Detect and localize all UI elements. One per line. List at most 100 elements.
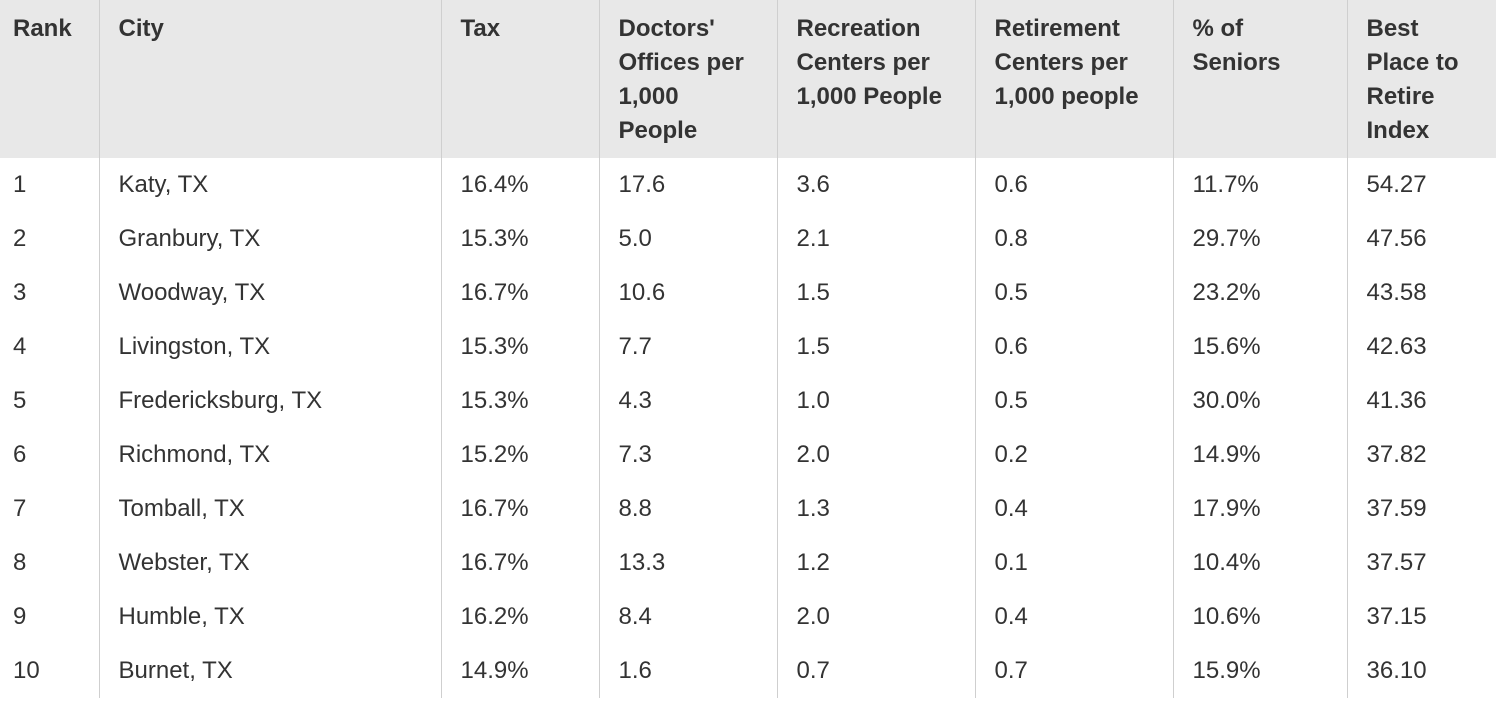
table-row: 6 Richmond, TX 15.2% 7.3 2.0 0.2 14.9% 37.82 [0,428,1496,482]
header-city: City [98,0,441,158]
cell-tax: 16.7% [440,266,599,320]
cell-tax: 15.2% [440,428,599,482]
table-row: 1 Katy, TX 16.4% 17.6 3.6 0.6 11.7% 54.27 [0,158,1496,212]
cell-city: Granbury, TX [98,212,441,266]
table-row: 8 Webster, TX 16.7% 13.3 1.2 0.1 10.4% 37.57 [0,536,1496,590]
cell-rank: 5 [13,387,27,414]
cell-rank: 7 [13,495,27,522]
table-row: 4 Livingston, TX 15.3% 7.7 1.5 0.6 15.6% 42.63 [0,320,1496,374]
cell-retire-index: 41.36 [1346,374,1496,428]
cell-recreation-centers: 0.7 [776,644,975,698]
cell-retire-index: 37.57 [1346,536,1496,590]
cell-city: Fredericksburg, TX [98,374,441,428]
cell-rank: 4 [13,333,27,360]
header-doctors-offices: Doctors' Offices per 1,000 People [598,0,777,158]
cell-city: Katy, TX [98,158,441,212]
cell-tax: 15.3% [440,320,599,374]
cell-retirement-centers: 0.1 [974,536,1173,590]
cell-percent-seniors: 14.9% [1172,428,1347,482]
cell-recreation-centers: 2.0 [776,428,975,482]
cell-city: Livingston, TX [98,320,441,374]
cell-rank: 1 [13,171,27,198]
cell-city: Tomball, TX [98,482,441,536]
cell-retire-index: 54.27 [1346,158,1496,212]
cell-recreation-centers: 2.0 [776,590,975,644]
cell-rank: 3 [13,279,27,306]
cell-percent-seniors: 30.0% [1172,374,1347,428]
table-row: 10 Burnet, TX 14.9% 1.6 0.7 0.7 15.9% 36.10 [0,644,1496,698]
cell-percent-seniors: 17.9% [1172,482,1347,536]
cell-recreation-centers: 1.5 [776,320,975,374]
cell-tax: 16.7% [440,536,599,590]
cell-recreation-centers: 2.1 [776,212,975,266]
cell-retire-index: 42.63 [1346,320,1496,374]
cell-retire-index: 37.59 [1346,482,1496,536]
cell-percent-seniors: 23.2% [1172,266,1347,320]
cell-retirement-centers: 0.6 [974,158,1173,212]
table-row: 9 Humble, TX 16.2% 8.4 2.0 0.4 10.6% 37.15 [0,590,1496,644]
cell-city: Webster, TX [98,536,441,590]
table-row: 3 Woodway, TX 16.7% 10.6 1.5 0.5 23.2% 43.58 [0,266,1496,320]
cell-doctors-offices: 10.6 [598,266,777,320]
cell-retirement-centers: 0.6 [974,320,1173,374]
cell-tax: 16.2% [440,590,599,644]
cell-retire-index: 37.15 [1346,590,1496,644]
cell-retire-index: 47.56 [1346,212,1496,266]
cell-percent-seniors: 15.6% [1172,320,1347,374]
cell-doctors-offices: 7.7 [598,320,777,374]
cell-percent-seniors: 10.6% [1172,590,1347,644]
header-row: Rank City Tax Doctors' Offices per 1,000… [0,0,1496,158]
header-retire-index: Best Place to Retire Index [1346,0,1496,158]
cell-retirement-centers: 0.5 [974,374,1173,428]
cell-retire-index: 36.10 [1346,644,1496,698]
cell-rank: 2 [13,225,27,252]
cell-retirement-centers: 0.5 [974,266,1173,320]
cell-tax: 14.9% [440,644,599,698]
cell-doctors-offices: 4.3 [598,374,777,428]
cell-retire-index: 43.58 [1346,266,1496,320]
cell-retire-index: 37.82 [1346,428,1496,482]
cell-doctors-offices: 1.6 [598,644,777,698]
cell-rank: 10 [13,657,40,684]
header-tax: Tax [440,0,599,158]
cell-retirement-centers: 0.4 [974,590,1173,644]
cell-doctors-offices: 7.3 [598,428,777,482]
cell-city: Burnet, TX [98,644,441,698]
header-percent-seniors: % of Seniors [1172,0,1347,158]
cell-recreation-centers: 3.6 [776,158,975,212]
cell-tax: 15.3% [440,212,599,266]
header-recreation-centers: Recreation Centers per 1,000 People [776,0,975,158]
cell-rank: 8 [13,549,27,576]
cell-percent-seniors: 11.7% [1172,158,1347,212]
cell-recreation-centers: 1.3 [776,482,975,536]
cell-retirement-centers: 0.4 [974,482,1173,536]
cell-doctors-offices: 13.3 [598,536,777,590]
table-row: 7 Tomball, TX 16.7% 8.8 1.3 0.4 17.9% 37.59 [0,482,1496,536]
cell-tax: 16.7% [440,482,599,536]
cell-doctors-offices: 8.4 [598,590,777,644]
cell-retirement-centers: 0.2 [974,428,1173,482]
cell-doctors-offices: 8.8 [598,482,777,536]
cell-tax: 15.3% [440,374,599,428]
cell-city: Humble, TX [98,590,441,644]
cell-rank: 6 [13,441,27,468]
header-rank: Rank [0,0,99,158]
cell-percent-seniors: 29.7% [1172,212,1347,266]
table-row: 2 Granbury, TX 15.3% 5.0 2.1 0.8 29.7% 47.56 [0,212,1496,266]
header-retirement-centers: Retirement Centers per 1,000 people [974,0,1173,158]
cell-recreation-centers: 1.5 [776,266,975,320]
cell-percent-seniors: 10.4% [1172,536,1347,590]
table-header: Rank City Tax Doctors' Offices per 1,000… [0,0,1496,158]
cell-recreation-centers: 1.0 [776,374,975,428]
cell-recreation-centers: 1.2 [776,536,975,590]
cell-doctors-offices: 17.6 [598,158,777,212]
cell-retirement-centers: 0.7 [974,644,1173,698]
table-body: 1 Katy, TX 16.4% 17.6 3.6 0.6 11.7% 54.27 2 Granb… [0,158,1496,698]
cell-percent-seniors: 15.9% [1172,644,1347,698]
cell-rank: 9 [13,603,27,630]
cell-city: Woodway, TX [98,266,441,320]
cell-city: Richmond, TX [98,428,441,482]
cell-retirement-centers: 0.8 [974,212,1173,266]
cell-tax: 16.4% [440,158,599,212]
